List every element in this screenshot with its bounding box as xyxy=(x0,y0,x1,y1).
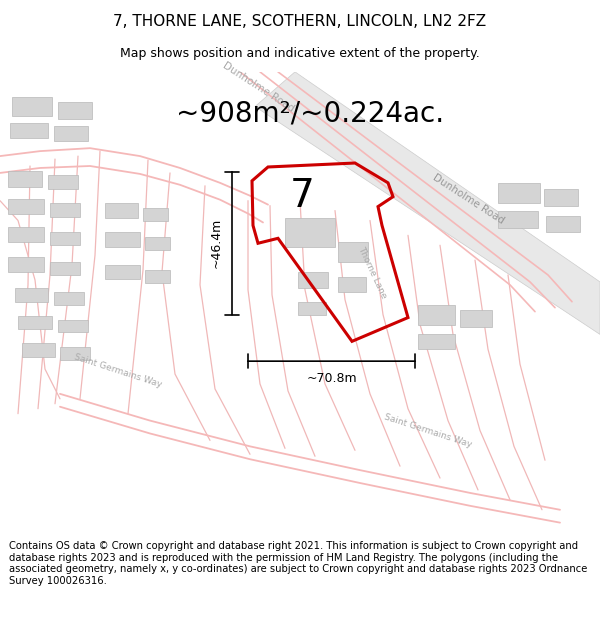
Text: 7: 7 xyxy=(290,177,314,215)
Polygon shape xyxy=(8,257,44,272)
Polygon shape xyxy=(50,262,80,275)
Polygon shape xyxy=(48,175,78,189)
Polygon shape xyxy=(143,208,168,221)
Polygon shape xyxy=(8,171,42,187)
Polygon shape xyxy=(58,102,92,119)
Text: Dunholme Road: Dunholme Road xyxy=(430,172,506,226)
Polygon shape xyxy=(544,189,578,206)
Polygon shape xyxy=(54,126,88,141)
Polygon shape xyxy=(10,123,48,138)
Polygon shape xyxy=(8,228,44,242)
Polygon shape xyxy=(18,316,52,329)
Text: Contains OS data © Crown copyright and database right 2021. This information is : Contains OS data © Crown copyright and d… xyxy=(9,541,587,586)
Polygon shape xyxy=(50,202,80,216)
Text: ~46.4m: ~46.4m xyxy=(209,218,223,268)
Polygon shape xyxy=(12,97,52,116)
Polygon shape xyxy=(15,288,48,302)
Text: Saint Germains Way: Saint Germains Way xyxy=(73,352,163,389)
Text: 7, THORNE LANE, SCOTHERN, LINCOLN, LN2 2FZ: 7, THORNE LANE, SCOTHERN, LINCOLN, LN2 2… xyxy=(113,14,487,29)
Polygon shape xyxy=(105,202,138,219)
Text: ~908m²/~0.224ac.: ~908m²/~0.224ac. xyxy=(176,99,444,127)
Polygon shape xyxy=(60,348,90,360)
Polygon shape xyxy=(285,219,335,248)
Text: Map shows position and indicative extent of the property.: Map shows position and indicative extent… xyxy=(120,48,480,61)
Polygon shape xyxy=(498,211,538,228)
Polygon shape xyxy=(22,343,55,357)
Polygon shape xyxy=(338,277,366,292)
Text: Saint Germains Way: Saint Germains Way xyxy=(383,412,473,449)
Polygon shape xyxy=(338,242,368,262)
Text: Dunholme Road: Dunholme Road xyxy=(220,60,296,114)
Text: Thorne Lane: Thorne Lane xyxy=(356,244,388,299)
Polygon shape xyxy=(145,238,170,250)
Polygon shape xyxy=(105,232,140,248)
Polygon shape xyxy=(418,304,455,324)
Polygon shape xyxy=(460,309,492,328)
Polygon shape xyxy=(498,183,540,203)
Polygon shape xyxy=(298,272,328,288)
Polygon shape xyxy=(145,270,170,283)
Text: ~70.8m: ~70.8m xyxy=(306,372,357,386)
Polygon shape xyxy=(50,232,80,245)
Polygon shape xyxy=(546,216,580,232)
Polygon shape xyxy=(8,199,44,214)
Polygon shape xyxy=(255,72,600,334)
Polygon shape xyxy=(418,334,455,349)
Polygon shape xyxy=(54,292,84,304)
Polygon shape xyxy=(58,319,88,332)
Polygon shape xyxy=(298,302,326,314)
Polygon shape xyxy=(105,265,140,279)
